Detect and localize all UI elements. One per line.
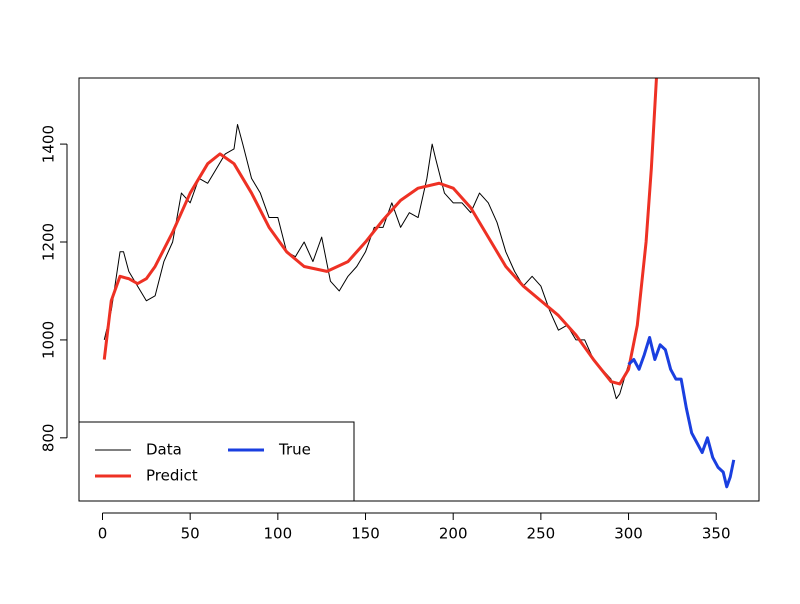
legend: Data Predict True — [78, 421, 355, 502]
legend-label: Data — [146, 441, 182, 459]
legend-label: Predict — [146, 467, 198, 485]
x-tick-label: 350 — [702, 525, 731, 543]
legend-label: True — [278, 441, 311, 459]
y-tick-label: 800 — [40, 424, 58, 453]
x-tick-label: 250 — [527, 525, 556, 543]
y-tick-label: 1400 — [40, 125, 58, 163]
y-tick-label: 1000 — [40, 321, 58, 359]
x-tick-label: 100 — [264, 525, 293, 543]
x-tick-label: 150 — [351, 525, 380, 543]
plot-area — [102, 78, 736, 489]
series-line — [102, 78, 658, 386]
x-tick-label: 50 — [181, 525, 200, 543]
axes: 0 50 100 150 200 250 300 350 800 1000 1200 1400 — [40, 125, 731, 543]
y-tick-label: 1200 — [40, 223, 58, 261]
plot-frame — [78, 77, 760, 502]
x-tick-label: 200 — [439, 525, 468, 543]
x-tick-label: 0 — [98, 525, 108, 543]
x-tick-label: 300 — [614, 525, 643, 543]
series-line — [627, 335, 736, 489]
legend-box — [78, 421, 355, 502]
